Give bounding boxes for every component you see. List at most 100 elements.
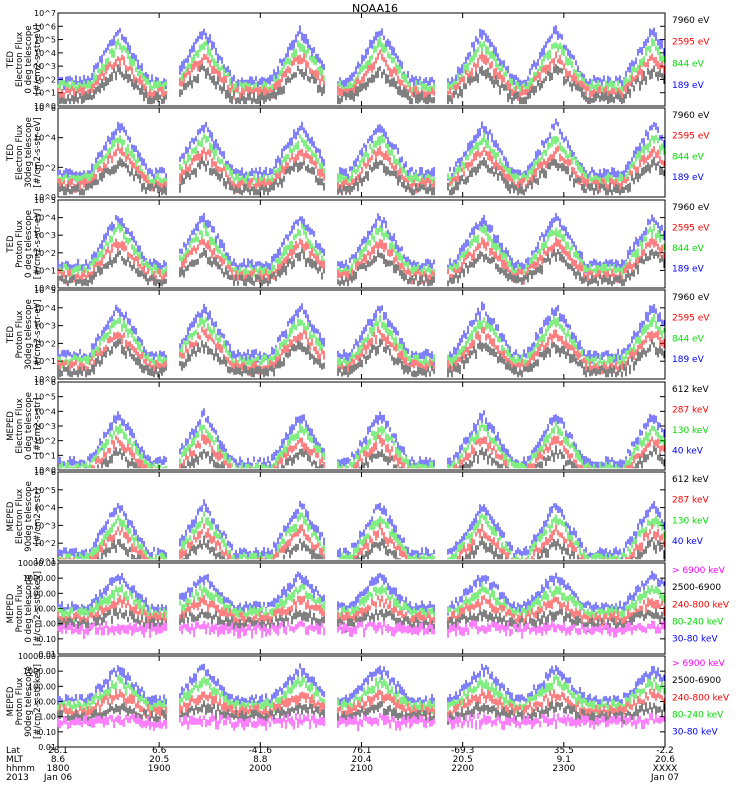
series-trace — [59, 523, 665, 560]
y-tick-label: 10^3 — [34, 322, 56, 331]
legend-entry: 189 eV — [672, 81, 705, 91]
y-axis-label-line: 30deg telescope — [24, 117, 34, 188]
x-column-value: 9.1 — [557, 755, 571, 765]
y-axis-label-line: TED — [6, 325, 16, 344]
series-trace — [57, 620, 665, 639]
x-column-value: 2100 — [350, 764, 373, 774]
y-tick-label: 10^6 — [34, 22, 56, 31]
series-trace — [57, 511, 665, 560]
y-tick-label: 10^1 — [34, 266, 56, 275]
y-tick-label: 10^4 — [34, 134, 56, 143]
legend-entry: 7960 eV — [672, 293, 710, 303]
legend-entry: 30-80 keV — [672, 728, 718, 738]
x-column-value: 2200 — [451, 764, 474, 774]
legend-entry: 844 eV — [672, 59, 705, 69]
y-tick-label: 10^0 — [34, 284, 56, 293]
y-tick-label: 0.01 — [38, 743, 56, 752]
legend-entry: 844 eV — [672, 334, 705, 344]
x-column-value: 20.6 — [655, 755, 675, 765]
x-column-value: XXXX — [653, 764, 678, 774]
x-column-value: 8.6 — [51, 755, 66, 765]
series-trace — [57, 499, 665, 560]
y-tick-label: 10^5 — [34, 36, 56, 45]
y-axis-label-line: MEPED — [6, 501, 16, 531]
y-tick-label: 10^0 — [34, 193, 56, 202]
y-tick-label: 10^6 — [34, 378, 56, 387]
x-column-value: 1800 — [47, 764, 70, 774]
y-tick-label: 10^0 — [34, 466, 56, 475]
legend-entry: 2500-6900 — [672, 583, 721, 593]
panel-5: 10^0 10^1 10^2 10^3 10^4 10^5 10^6 MEPED Electro… — [6, 378, 709, 475]
legend-entry: 612 keV — [672, 475, 709, 485]
legend-entry: 80-240 keV — [672, 711, 724, 721]
y-axis-label-line: Proton Flux — [15, 678, 25, 726]
x-column-value: 8.8 — [253, 755, 268, 765]
x-row-label: Lat — [6, 746, 21, 756]
y-axis-label-line: Electron Flux — [15, 398, 25, 453]
y-axis-label-line: Proton Flux — [15, 311, 25, 359]
series-trace — [57, 36, 665, 97]
series-trace — [57, 582, 665, 623]
y-axis-label-line: 90deg telescope — [24, 666, 34, 737]
y-tick-label: 10^2 — [34, 437, 56, 446]
legend-entry: 80-240 keV — [672, 618, 724, 628]
y-axis-label-line: MEPED — [6, 686, 16, 716]
y-axis-label-line: Electron Flux — [15, 489, 25, 544]
y-axis-label-line: Electron Flux — [15, 32, 25, 87]
legend-entry: 240-800 keV — [672, 693, 730, 703]
y-tick-label: 10^7 — [34, 9, 56, 18]
y-axis-label-line: Electron Flux — [15, 125, 25, 180]
y-axis-label-line: [#/cm2-s-str] — [33, 488, 43, 545]
series-trace — [57, 222, 665, 280]
series-trace — [57, 248, 665, 287]
y-axis-label-line: Proton Flux — [15, 220, 25, 268]
series-trace — [57, 118, 665, 183]
panel-3: 10^0 10^1 10^2 10^3 10^4 10^5 TED Proton Flux 0 … — [6, 196, 710, 293]
panel-6: 10^1 10^2 10^3 10^4 10^5 10^6 MEPED Electron Fl… — [6, 468, 709, 566]
legend-entry: 844 eV — [672, 152, 705, 162]
y-axis-label-line: Proton Flux — [15, 585, 25, 633]
x-column-value: -2.2 — [656, 746, 674, 756]
x-column-value: 1900 — [148, 764, 171, 774]
y-tick-label: 0.10 — [38, 635, 56, 644]
y-tick-label: 10^4 — [34, 407, 56, 416]
legend-entry: 7960 eV — [672, 16, 710, 26]
series-trace — [57, 237, 665, 285]
series-trace — [57, 301, 665, 366]
legend-entry: 240-800 keV — [672, 600, 730, 610]
x-column-value: -69.3 — [451, 746, 474, 756]
series-trace — [57, 674, 665, 716]
y-tick-label: 10^2 — [34, 75, 56, 84]
y-axis-label-line: [#/cm2-s-str-keV] — [33, 571, 43, 646]
legend-entry: 40 keV — [672, 537, 704, 547]
y-tick-label: 10^0 — [34, 102, 56, 111]
x-column-value: 20.4 — [351, 755, 371, 765]
y-tick-label: 100.00 — [28, 589, 56, 598]
series-trace — [57, 338, 665, 378]
y-tick-label: 10^2 — [34, 163, 56, 172]
y-tick-label: 10^5 — [34, 393, 56, 402]
legend-entry: 287 keV — [672, 496, 709, 506]
legend-entry: 130 keV — [672, 516, 709, 526]
y-tick-label: 10^3 — [34, 521, 56, 530]
legend-entry: > 6900 keV — [672, 566, 726, 576]
x-column-value: 35.5 — [554, 746, 574, 756]
y-axis-label-line: 30deg telescope — [24, 299, 34, 370]
series-trace — [97, 535, 665, 560]
x-column-value: 76.1 — [351, 746, 371, 756]
legend-entry: 40 keV — [672, 446, 704, 456]
y-axis-label-line: 90deg telescope — [24, 481, 34, 552]
y-axis-label-line: 0 deg telescope — [24, 26, 34, 94]
legend-entry: 844 eV — [672, 244, 705, 254]
x-row-label: hhmm — [6, 764, 35, 774]
y-tick-label: 10^2 — [34, 249, 56, 258]
legend-entry: 612 keV — [672, 385, 709, 395]
legend-entry: 2595 eV — [672, 223, 710, 233]
y-tick-label: 1000.00 — [23, 667, 56, 676]
y-tick-label: 10^1 — [34, 451, 56, 460]
series-trace — [57, 64, 665, 105]
y-tick-label: 10^3 — [34, 231, 56, 240]
y-tick-label: 10^5 — [34, 196, 56, 205]
x-column-value: Jan 06 — [43, 773, 72, 783]
y-tick-label: 10^6 — [34, 104, 56, 113]
